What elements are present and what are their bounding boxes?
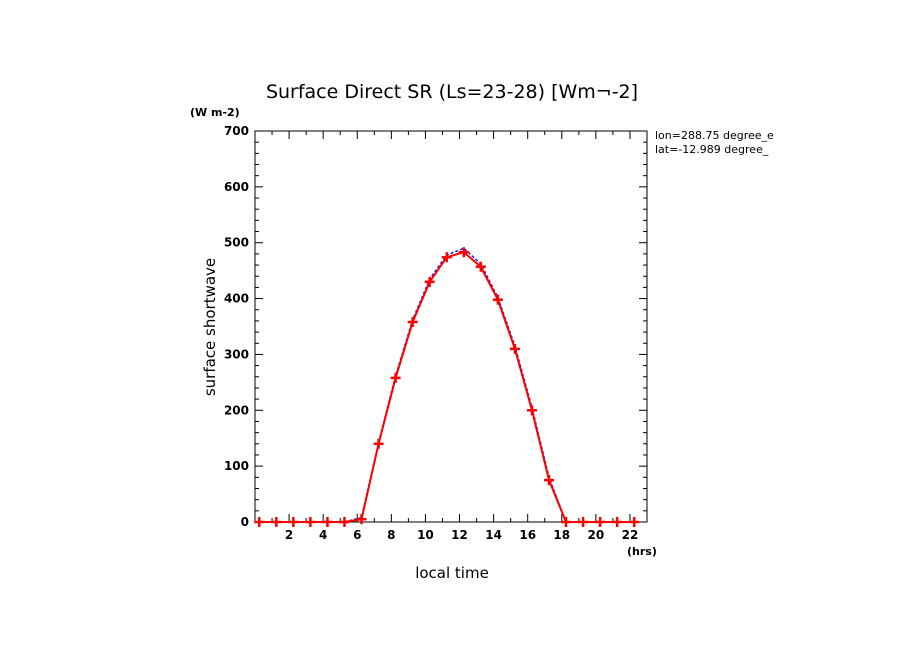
x-tick-label: 2	[285, 528, 293, 542]
annotation-lat: lat=-12.989 degree_	[655, 143, 769, 156]
data-point	[526, 405, 537, 416]
y-tick-label: 600	[224, 180, 249, 194]
data-point	[441, 252, 452, 263]
y-tick-label: 700	[224, 124, 249, 138]
x-tick-label: 10	[417, 528, 434, 542]
series-line	[259, 247, 635, 523]
series-line	[259, 251, 635, 523]
data-point	[595, 517, 606, 527]
y-tick-label: 0	[241, 515, 249, 529]
data-point	[271, 517, 282, 527]
series-layer	[254, 247, 640, 527]
data-point	[373, 438, 384, 449]
data-point	[390, 372, 401, 383]
data-point	[322, 517, 333, 527]
data-point	[561, 517, 572, 527]
x-axis-title: local time	[415, 564, 489, 582]
x-tick-label: 18	[553, 528, 570, 542]
y-tick-label: 200	[224, 403, 249, 417]
data-point	[475, 261, 486, 272]
x-tick-label: 22	[622, 528, 639, 542]
data-point	[356, 514, 367, 525]
data-point	[339, 517, 350, 527]
plot-frame	[254, 130, 648, 523]
x-tick-label: 12	[451, 528, 468, 542]
x-tick-label: 6	[353, 528, 361, 542]
y-tick-label: 100	[224, 459, 249, 473]
data-point	[629, 517, 640, 527]
annotation-lon: lon=288.75 degree_e	[655, 129, 774, 142]
x-tick-label: 14	[485, 528, 502, 542]
data-point	[254, 517, 265, 527]
x-tick-label: 4	[319, 528, 327, 542]
data-point	[288, 517, 299, 527]
y-axis-title: surface shortwave	[201, 258, 219, 396]
chart-title: Surface Direct SR (Ls=23-28) [Wm¬-2]	[266, 81, 638, 103]
data-point	[305, 517, 316, 527]
y-tick-label: 400	[224, 292, 249, 306]
data-point	[578, 517, 589, 527]
y-unit-label: (W m-2)	[190, 106, 240, 119]
x-tick-label: 16	[519, 528, 536, 542]
x-tick-label: 8	[387, 528, 395, 542]
data-point	[458, 247, 469, 258]
data-point	[492, 294, 503, 305]
y-tick-label: 500	[224, 236, 249, 250]
data-point	[407, 317, 418, 328]
data-point	[424, 276, 435, 287]
axes: 2 4 6 8 10 12 14 16 18 20 22 0 100 200 300 400 500 600 700	[224, 124, 648, 542]
data-point	[612, 517, 623, 527]
data-point	[544, 475, 554, 486]
y-tick-label: 300	[224, 347, 249, 361]
x-unit-label: (hrs)	[627, 545, 657, 558]
data-point	[509, 343, 520, 354]
x-tick-label: 20	[588, 528, 605, 542]
